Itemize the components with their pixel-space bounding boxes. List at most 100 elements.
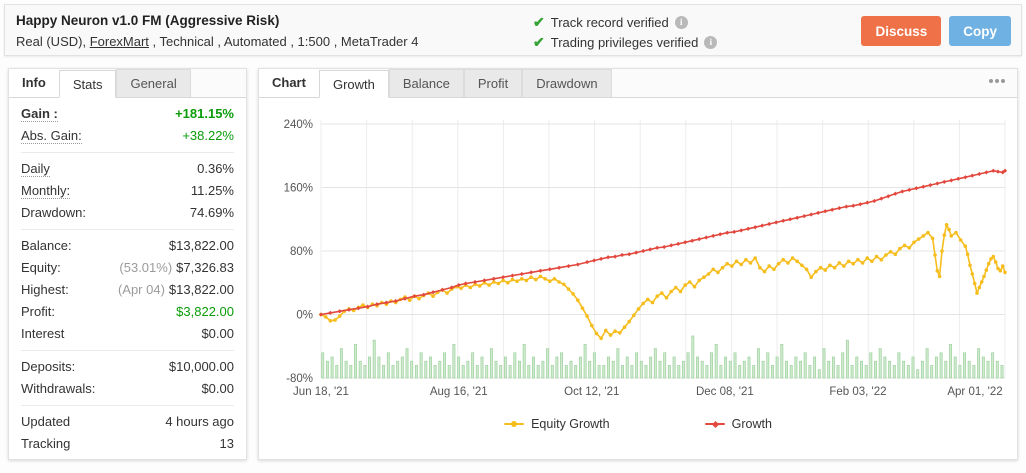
stat-row-updated: Updated 4 hours ago: [21, 411, 234, 433]
stat-label: Equity:: [21, 260, 61, 275]
stat-value: 74.69%: [189, 205, 234, 220]
stats-panel: Info Stats General Gain : +181.15% Abs. Ga…: [8, 68, 247, 460]
tab-balance[interactable]: Balance: [388, 69, 464, 97]
info-icon[interactable]: i: [704, 35, 718, 49]
tab-profit[interactable]: Profit: [463, 69, 523, 97]
stat-label: Tracking: [21, 436, 71, 451]
svg-text:Apr 01, '22: Apr 01, '22: [947, 386, 1002, 398]
stat-row-equity: Equity: (53.01%) $7,326.83: [21, 257, 234, 279]
stats-panel-tabbar: Info Stats General: [9, 69, 246, 98]
stats-group: Deposits: $10,000.00 Withdrawals: $0.00: [21, 350, 234, 400]
stat-row-highest: Highest: (Apr 04) $13,822.00: [21, 279, 234, 301]
trading-privileges-verified-label: Trading privileges verified: [550, 34, 699, 50]
stat-value: +181.15%: [175, 106, 234, 121]
growth-marker-icon: [704, 420, 725, 429]
stat-value: $3,822.00: [176, 304, 234, 319]
legend-label: Equity Growth: [531, 417, 610, 431]
svg-text:Feb 03, '22: Feb 03, '22: [829, 386, 886, 398]
stat-value: 0.36%: [197, 161, 234, 176]
stat-value: 4 hours ago: [165, 414, 234, 429]
equity-growth-marker-icon: [504, 420, 525, 428]
stat-label[interactable]: Daily: [21, 161, 50, 177]
check-icon: ✔: [533, 13, 545, 30]
legend-label: Growth: [731, 417, 772, 431]
stat-label: Interest: [21, 326, 65, 341]
stat-row-interest: Interest $0.00: [21, 323, 234, 345]
stat-row-gain: Gain : +181.15%: [21, 103, 234, 125]
svg-text:Jun 18, '21: Jun 18, '21: [293, 386, 349, 398]
stat-value: +38.22%: [182, 128, 234, 143]
info-icon[interactable]: i: [674, 15, 688, 29]
legend-item-growth[interactable]: Growth: [704, 417, 772, 431]
stat-value: $0.00: [201, 326, 234, 341]
stat-value: 11.25%: [190, 183, 234, 198]
chart-legend: Equity Growth Growth: [265, 417, 1011, 431]
stat-label: Withdrawals:: [21, 381, 96, 396]
stat-label: Deposits:: [21, 359, 76, 374]
stat-row-tracking: Tracking 13: [21, 433, 234, 455]
stats-group: Updated 4 hours ago Tracking 13: [21, 405, 234, 455]
stat-label: Drawdown:: [21, 205, 87, 220]
track-record-verified-label: Track record verified: [550, 14, 669, 30]
copy-button[interactable]: Copy: [949, 16, 1011, 46]
subtitle-prefix: Real (USD),: [16, 34, 90, 49]
growth-chart: 240% 160% 80% 0% -80%Jun 18, '21 Aug 16, '21 O…: [284, 119, 1008, 398]
stat-label[interactable]: Monthly:: [21, 183, 71, 199]
track-record-verified-row: ✔ Track record verified i: [533, 12, 717, 32]
stat-label: Profit:: [21, 304, 55, 319]
stat-value: $0.00: [201, 381, 234, 396]
stat-value: (Apr 04) $13,822.00: [117, 282, 234, 297]
stats-group: Gain : +181.15% Abs. Gain: +38.22%: [21, 103, 234, 147]
chart-area: 240% 160% 80% 0% -80% Jun 18, '21 Aug 16, '21 O…: [259, 98, 1017, 431]
stat-value: $10,000.00: [168, 359, 234, 374]
account-subtitle: Real (USD), ForexMart , Technical , Auto…: [16, 34, 418, 49]
stats-group: Balance: $13,822.00 Equity: (53.01%) $7,326.…: [21, 229, 234, 345]
stat-value-muted: (Apr 04): [117, 282, 165, 297]
stat-value: $13,822.00: [168, 238, 234, 253]
stat-value-muted: (53.01%): [119, 260, 173, 275]
stat-label: Highest:: [21, 282, 69, 297]
stat-value: 13: [219, 436, 234, 451]
more-options-icon[interactable]: [989, 79, 1005, 83]
stat-label[interactable]: Abs. Gain:: [21, 128, 82, 144]
chart-panel-tabbar: Chart Growth Balance Profit Drawdown: [259, 69, 1017, 98]
check-icon: ✔: [533, 33, 545, 50]
stat-label: Balance:: [21, 238, 72, 253]
trading-privileges-verified-row: ✔ Trading privileges verified i: [533, 32, 718, 52]
svg-text:160%: 160%: [284, 183, 313, 195]
stat-row-drawdown: Drawdown: 74.69%: [21, 202, 234, 224]
svg-text:240%: 240%: [284, 119, 313, 131]
stat-row-daily: Daily 0.36%: [21, 158, 234, 180]
tab-general[interactable]: General: [116, 69, 191, 97]
header-bar: Happy Neuron v1.0 FM (Aggressive Risk) R…: [4, 4, 1022, 56]
stat-row-monthly: Monthly: 11.25%: [21, 180, 234, 202]
svg-text:Aug 16, '21: Aug 16, '21: [430, 386, 488, 398]
svg-text:Oct 12, '21: Oct 12, '21: [564, 386, 619, 398]
broker-link[interactable]: ForexMart: [89, 34, 149, 49]
svg-text:80%: 80%: [290, 246, 313, 258]
stat-row-profit: Profit: $3,822.00: [21, 301, 234, 323]
stat-row-abs-gain: Abs. Gain: +38.22%: [21, 125, 234, 147]
verification-block: ✔ Track record verified i ✔ Trading priv…: [533, 12, 718, 52]
stats-list: Gain : +181.15% Abs. Gain: +38.22% Daily 0.36…: [9, 98, 246, 455]
svg-text:0%: 0%: [296, 310, 313, 322]
stat-value: (53.01%) $7,326.83: [119, 260, 234, 275]
stat-label[interactable]: Gain :: [21, 106, 58, 122]
header-buttons: Discuss Copy: [861, 16, 1011, 46]
svg-text:Dec 08, '21: Dec 08, '21: [696, 386, 754, 398]
stat-row-deposits: Deposits: $10,000.00: [21, 356, 234, 378]
stats-group: Daily 0.36% Monthly: 11.25% Drawdown: 74.69%: [21, 152, 234, 224]
tab-growth[interactable]: Growth: [318, 70, 389, 98]
stat-label: Updated: [21, 414, 71, 429]
tab-stats[interactable]: Stats: [58, 70, 117, 98]
discuss-button[interactable]: Discuss: [861, 16, 942, 46]
page-title: Happy Neuron v1.0 FM (Aggressive Risk): [16, 13, 280, 28]
tab-info[interactable]: Info: [9, 69, 59, 97]
subtitle-suffix: , Technical , Automated , 1:500 , MetaTr…: [148, 34, 419, 49]
tab-drawdown[interactable]: Drawdown: [522, 69, 612, 97]
stat-row-withdrawals: Withdrawals: $0.00: [21, 378, 234, 400]
tab-chart[interactable]: Chart: [259, 69, 319, 97]
chart-panel: Chart Growth Balance Profit Drawdown 240…: [258, 68, 1018, 460]
stat-row-balance: Balance: $13,822.00: [21, 235, 234, 257]
legend-item-equity-growth[interactable]: Equity Growth: [504, 417, 610, 431]
